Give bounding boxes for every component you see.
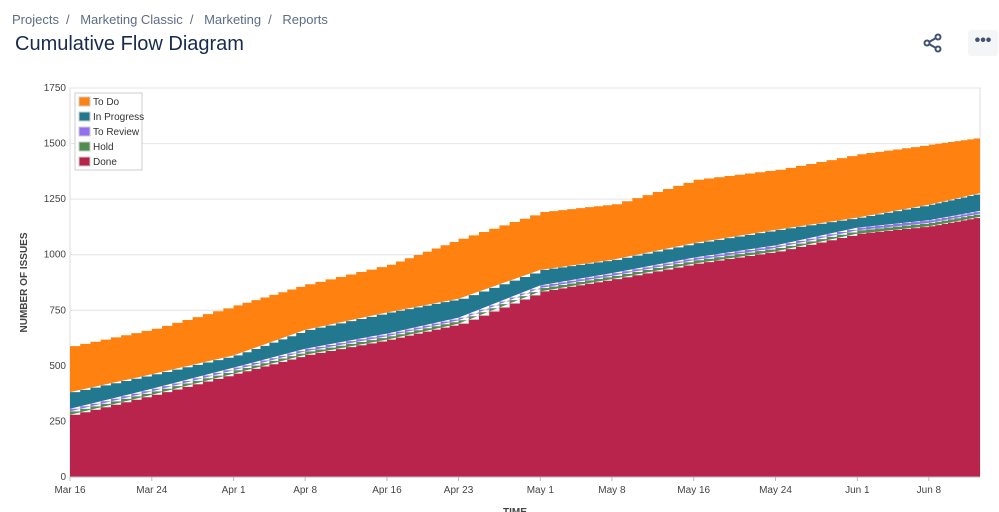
breadcrumb-reports[interactable]: Reports [282, 12, 328, 27]
more-actions-button[interactable]: ••• [968, 30, 998, 56]
x-tick-label: Apr 16 [372, 485, 402, 496]
breadcrumb-projects[interactable]: Projects [12, 12, 59, 27]
x-axis-title: TIME [503, 507, 527, 512]
x-tick-label: May 8 [598, 485, 626, 496]
legend-swatch [78, 96, 91, 107]
breadcrumb-project[interactable]: Marketing Classic [80, 12, 183, 27]
y-tick-label: 0 [60, 472, 66, 483]
y-tick-label: 1000 [44, 250, 67, 261]
y-tick-label: 1250 [44, 194, 67, 205]
legend-swatch [78, 156, 91, 167]
legend-swatch [78, 126, 91, 137]
x-tick-label: Jun 1 [845, 485, 870, 496]
breadcrumb-board[interactable]: Marketing [204, 12, 262, 27]
x-tick-label: Mar 24 [136, 485, 168, 496]
legend-item: Done [93, 157, 117, 168]
legend-item: In Progress [93, 112, 144, 123]
x-tick-label: Mar 16 [54, 485, 86, 496]
share-icon[interactable] [922, 32, 944, 54]
x-tick-label: Apr 8 [293, 485, 317, 496]
y-tick-label: 1500 [44, 139, 67, 150]
area-to-do [70, 137, 980, 393]
y-tick-label: 500 [49, 361, 66, 372]
area-done [70, 216, 980, 477]
y-tick-label: 250 [49, 416, 66, 427]
y-axis-title: NUMBER OF ISSUES [19, 232, 30, 332]
x-tick-label: May 1 [527, 485, 555, 496]
area-in-progress [70, 193, 980, 409]
x-tick-label: Jun 8 [917, 485, 942, 496]
x-tick-label: Apr 23 [444, 485, 474, 496]
legend-item: To Do [93, 97, 120, 108]
legend-swatch [78, 111, 91, 122]
y-tick-label: 1750 [44, 83, 67, 94]
legend-item: To Review [93, 127, 140, 138]
legend-item: Hold [93, 142, 114, 153]
x-tick-label: Apr 1 [222, 485, 246, 496]
y-tick-label: 750 [49, 305, 66, 316]
x-tick-label: May 24 [759, 485, 792, 496]
x-tick-label: May 16 [677, 485, 710, 496]
legend-swatch [78, 141, 91, 152]
page-title: Cumulative Flow Diagram [15, 33, 244, 55]
breadcrumb: Projects / Marketing Classic / Marketing / … [12, 12, 328, 27]
